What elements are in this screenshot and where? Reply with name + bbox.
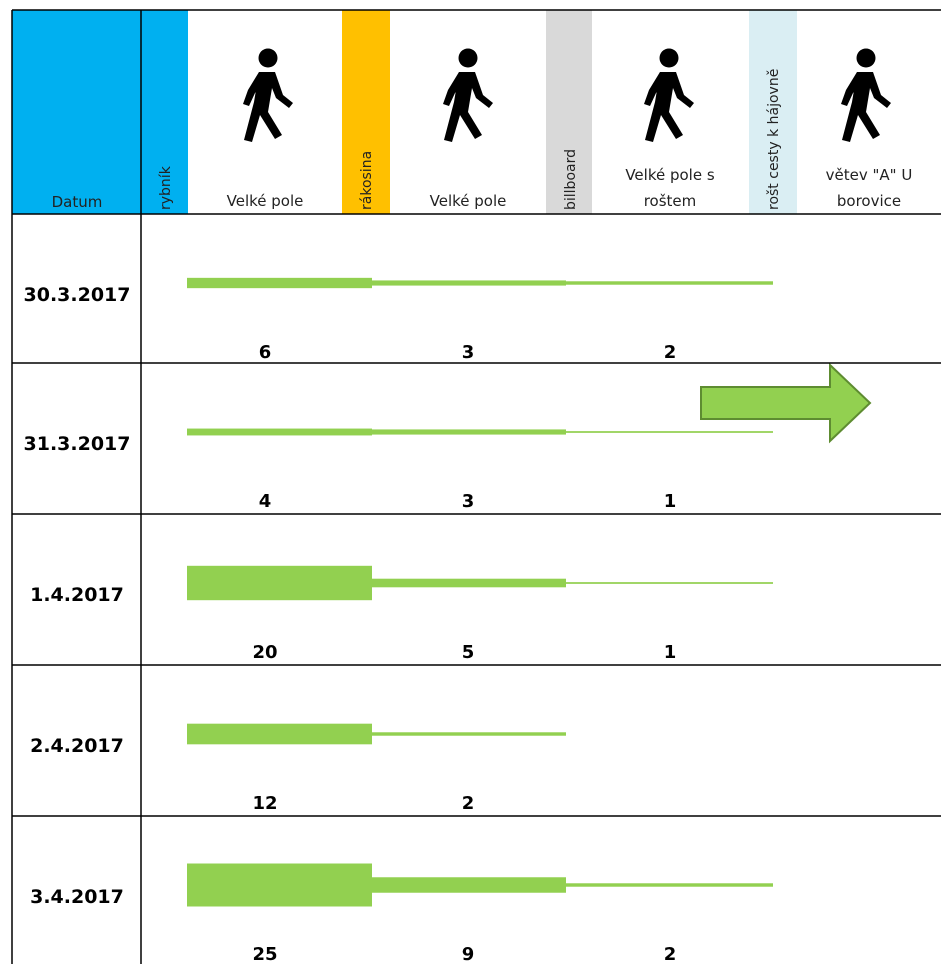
flow-segment (187, 428, 372, 436)
flow-count-label: 2 (664, 944, 677, 964)
flow-segment (187, 277, 372, 289)
walking-person-icon (644, 48, 694, 142)
flow-count-label: 9 (462, 944, 475, 964)
flow-segment (372, 280, 566, 286)
flow-segment (372, 732, 566, 736)
flow-segment (566, 281, 773, 285)
flow-count-label: 2 (664, 342, 677, 363)
flow-count-label: 20 (252, 642, 277, 663)
marker-rybnik (141, 10, 188, 214)
walking-person-icon (243, 48, 293, 142)
marker-label-billboard: billboard (563, 149, 579, 210)
flow-segment (566, 582, 773, 584)
row-date-label: 2.4.2017 (30, 735, 124, 757)
row-date-label: 30.3.2017 (24, 284, 131, 306)
location-label: větev "A" U (826, 166, 913, 184)
flow-segment (372, 877, 566, 893)
row-date-label: 31.3.2017 (24, 433, 131, 455)
marker-rakosina (342, 10, 390, 214)
continuation-arrow (700, 362, 872, 444)
location-label: borovice (837, 192, 901, 210)
location-label: Velké pole (430, 192, 507, 210)
flow-count-label: 25 (252, 944, 277, 964)
flow-count-label: 1 (664, 642, 677, 663)
flow-count-label: 12 (252, 793, 277, 814)
flow-segment (187, 565, 372, 601)
row-date-label: 3.4.2017 (30, 886, 124, 908)
flow-count-label: 3 (462, 342, 475, 363)
marker-billboard (546, 10, 592, 214)
flow-segment (566, 431, 773, 433)
flow-segment (187, 723, 372, 745)
row-date-label: 1.4.2017 (30, 584, 124, 606)
marker-label-rybnik: rybník (158, 165, 174, 210)
date-header-label: Datum (52, 193, 103, 211)
marker-label-rost: rošt cesty k hájovně (766, 69, 782, 210)
grid (11, 9, 941, 964)
flow-count-label: 3 (462, 491, 475, 512)
flow-count-label: 4 (259, 491, 272, 512)
flow-segment (187, 863, 372, 907)
marker-rost (749, 10, 797, 214)
rows-layer: 30.3.2017 6 3 2 31.3.2017 4 3 1 1.4.2017 20 5 1 2.4.… (24, 277, 872, 964)
flow-segment (372, 429, 566, 435)
flow-count-label: 2 (462, 793, 475, 814)
flow-segment (566, 883, 773, 887)
location-label: roštem (644, 192, 697, 210)
flow-count-label: 1 (664, 491, 677, 512)
date-header-cell (12, 10, 141, 214)
flow-segment (372, 578, 566, 588)
walking-person-icon (841, 48, 891, 142)
flow-count-label: 5 (462, 642, 475, 663)
location-label: Velké pole (227, 192, 304, 210)
walking-person-icon (443, 48, 493, 142)
marker-label-rakosina: rákosina (359, 151, 375, 210)
flow-count-label: 6 (259, 342, 272, 363)
location-label: Velké pole s (625, 166, 715, 184)
